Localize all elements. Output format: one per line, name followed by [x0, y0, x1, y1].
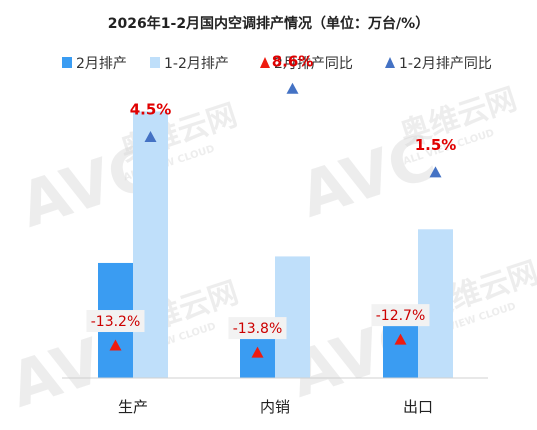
category-label: 内销 — [260, 398, 290, 416]
legend: 2月排产 1-2月排产 2月排产同比 1-2月排产同比 — [62, 56, 492, 72]
markers-layer: -13.2% -13.8% -12.7% 4.5% 8.6% 1.5% — [86, 52, 457, 358]
feb-yoy-label: -13.8% — [233, 321, 283, 337]
legend-swatch — [385, 57, 395, 68]
feb-yoy-marker — [394, 333, 407, 345]
feb-yoy-label-box — [86, 310, 145, 333]
feb-yoy-marker — [251, 346, 264, 358]
legend-swatch — [150, 57, 160, 68]
janfeb-yoy-marker — [286, 82, 299, 94]
feb-yoy-label: -12.7% — [376, 308, 426, 324]
legend-label: 1-2月排产 — [164, 56, 229, 72]
legend-swatch — [62, 57, 72, 68]
feb-yoy-label-box — [371, 304, 430, 327]
chart-title: 2026年1-2月国内空调排产情况（单位：万台/%） — [108, 15, 429, 32]
legend-label: 1-2月排产同比 — [399, 56, 492, 72]
feb-yoy-label-box — [228, 317, 287, 340]
bar-feb-2 — [383, 318, 418, 378]
feb-yoy-label: -13.2% — [91, 314, 141, 330]
bar-janfeb-0 — [133, 111, 168, 379]
bar-janfeb-2 — [418, 229, 453, 378]
janfeb-yoy-label: 8.6% — [272, 52, 314, 70]
category-label: 生产 — [118, 398, 148, 416]
category-labels: 生产 内销 出口 — [118, 398, 433, 416]
janfeb-yoy-marker — [144, 131, 157, 143]
legend-label: 2月排产同比 — [274, 56, 353, 72]
legend-label: 2月排产 — [76, 56, 127, 72]
janfeb-yoy-label: 1.5% — [415, 136, 457, 154]
janfeb-yoy-marker — [429, 166, 442, 178]
category-label: 出口 — [403, 398, 433, 416]
legend-swatch — [260, 57, 270, 68]
feb-yoy-marker — [109, 339, 122, 351]
janfeb-yoy-label: 4.5% — [130, 101, 172, 119]
